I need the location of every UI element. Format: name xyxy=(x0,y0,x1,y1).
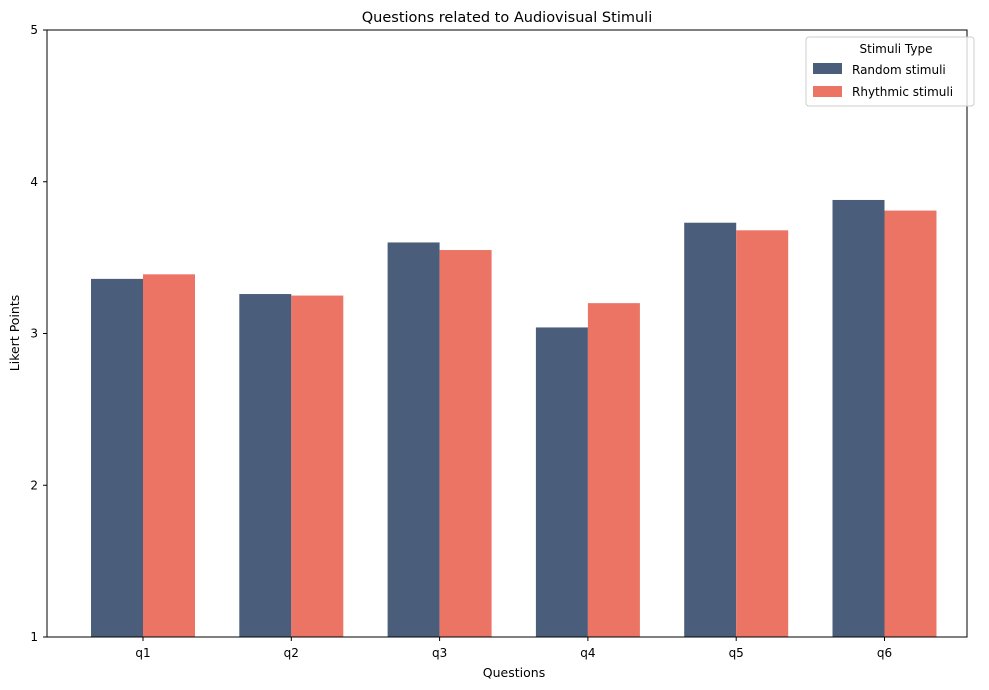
legend-swatch-rhythmic xyxy=(813,86,842,97)
y-tick-label: 1 xyxy=(30,630,38,644)
y-tick-label: 3 xyxy=(30,327,38,341)
x-tick-label: q1 xyxy=(135,646,150,660)
legend-label-random: Random stimuli xyxy=(852,63,946,77)
bar-random-q5 xyxy=(684,222,737,637)
y-axis-label: Likert Points xyxy=(7,295,22,371)
legend-box xyxy=(805,36,975,107)
bar-random-q6 xyxy=(832,199,885,637)
bar-rhythmic-q3 xyxy=(439,250,492,637)
x-tick-label: q3 xyxy=(432,646,447,660)
x-axis-label: Questions xyxy=(483,665,545,680)
y-tick-label: 4 xyxy=(30,175,38,189)
x-tick-label: q5 xyxy=(729,646,744,660)
y-axis: 1 2 3 4 5 xyxy=(30,23,47,644)
x-axis: q1 q2 q3 q4 q5 q6 xyxy=(135,637,892,660)
bar-random-q4 xyxy=(535,327,588,637)
bars-group xyxy=(91,199,937,637)
legend-label-rhythmic: Rhythmic stimuli xyxy=(852,85,953,99)
legend: Stimuli Type Random stimuli Rhythmic sti… xyxy=(805,36,975,107)
chart-title: Questions related to Audiovisual Stimuli xyxy=(362,10,652,26)
bar-rhythmic-q2 xyxy=(291,295,344,637)
bar-rhythmic-q4 xyxy=(587,303,640,637)
bar-random-q3 xyxy=(387,242,440,637)
x-tick-label: q6 xyxy=(877,646,892,660)
bar-random-q2 xyxy=(239,294,292,637)
bar-random-q1 xyxy=(91,278,143,637)
y-tick-label: 5 xyxy=(30,23,38,37)
legend-swatch-random xyxy=(813,63,842,74)
x-tick-label: q2 xyxy=(284,646,299,660)
bar-rhythmic-q5 xyxy=(736,230,789,637)
legend-title: Stimuli Type xyxy=(860,42,933,56)
x-tick-label: q4 xyxy=(580,646,595,660)
bar-rhythmic-q6 xyxy=(884,210,937,637)
y-tick-label: 2 xyxy=(30,478,38,492)
bar-rhythmic-q1 xyxy=(143,274,195,637)
